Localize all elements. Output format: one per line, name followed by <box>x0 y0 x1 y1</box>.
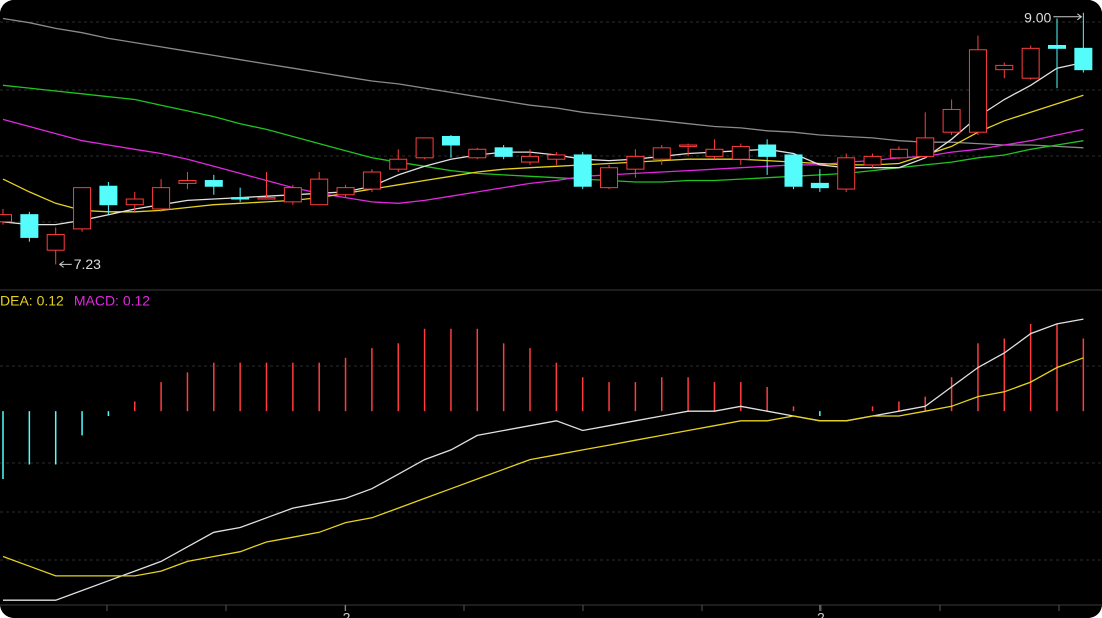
legend-entry: MACD: 0.12 <box>74 293 150 309</box>
candle-body <box>863 155 882 166</box>
x-tick-label: 2 <box>343 610 351 618</box>
annotation: 7.23 <box>74 256 101 272</box>
candle-body <box>942 108 961 133</box>
candle-body <box>1074 47 1093 71</box>
candle-body <box>600 167 619 189</box>
candle-body <box>468 148 487 159</box>
candle-body <box>889 148 908 159</box>
candle-body <box>1048 44 1066 49</box>
line-series <box>2 17 1084 149</box>
candle-body <box>46 234 65 251</box>
candle-body <box>20 214 39 238</box>
line-series <box>3 318 1084 601</box>
line-series <box>2 94 1084 213</box>
annotation: 9.00 <box>1024 9 1051 25</box>
candle-body <box>231 197 250 200</box>
annotation-arrow <box>1053 13 1083 21</box>
candle-body <box>336 187 355 196</box>
candle-body <box>152 187 171 210</box>
candle-body <box>0 214 12 223</box>
line-series <box>2 357 1084 577</box>
candle-body <box>415 137 434 159</box>
candle-body <box>1021 47 1040 79</box>
candle-body <box>758 144 777 157</box>
candle-body <box>679 144 698 147</box>
candle-body <box>547 154 566 160</box>
candle-body <box>995 64 1014 71</box>
candle-body <box>125 198 144 206</box>
candle-body <box>521 155 539 163</box>
candle-body <box>283 187 302 203</box>
candle-body <box>837 157 856 190</box>
candle-body <box>916 137 935 157</box>
candle-body <box>784 154 803 187</box>
line-series <box>2 61 1084 226</box>
legend-entry: DEA: 0.12 <box>0 293 64 309</box>
candle-body <box>310 178 329 206</box>
candle-body <box>810 182 829 189</box>
candle-body <box>441 135 460 146</box>
candle-body <box>362 171 381 190</box>
candle-body <box>652 147 671 160</box>
candle-body <box>257 197 276 200</box>
candle-body <box>204 180 223 187</box>
candle-body <box>968 49 987 133</box>
candle-body <box>494 147 513 157</box>
candle-body <box>626 155 645 170</box>
candle-body <box>705 148 724 157</box>
candle-body <box>73 187 92 230</box>
annotation-arrow <box>58 261 72 268</box>
candle-body <box>731 145 750 160</box>
candle-body <box>573 154 592 187</box>
candle-body <box>99 185 118 206</box>
line-series <box>2 84 1084 183</box>
candle-body <box>389 158 408 170</box>
x-tick-label: 2 <box>817 610 825 618</box>
candle-body <box>178 180 197 184</box>
